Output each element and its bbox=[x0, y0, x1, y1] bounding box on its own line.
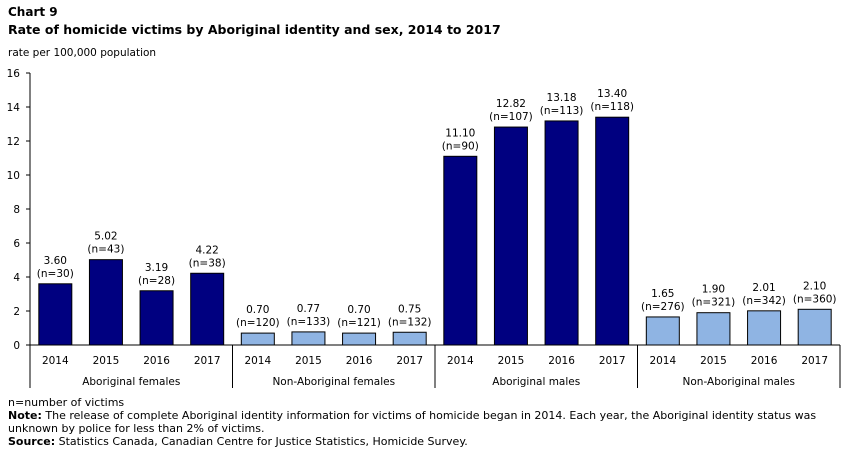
bar-count-label: (n=28) bbox=[138, 275, 175, 287]
chart-number: Chart 9 bbox=[8, 5, 58, 19]
x-tick-label: 2016 bbox=[751, 355, 778, 367]
x-tick-label: 2015 bbox=[700, 355, 727, 367]
y-tick-label: 16 bbox=[7, 68, 21, 80]
bar-value-label: 12.82 bbox=[496, 98, 526, 110]
x-tick-label: 2014 bbox=[447, 355, 474, 367]
x-tick-label: 2016 bbox=[346, 355, 373, 367]
note: Note: The release of complete Aboriginal… bbox=[8, 409, 843, 435]
bar bbox=[291, 331, 326, 346]
y-tick-label: 6 bbox=[13, 238, 20, 250]
bar-value-label: 1.65 bbox=[651, 288, 674, 300]
x-tick-label: 2017 bbox=[194, 355, 221, 367]
bar-count-label: (n=113) bbox=[540, 105, 584, 117]
bar bbox=[240, 332, 275, 346]
y-tick-label: 0 bbox=[13, 340, 20, 352]
y-tick-label: 12 bbox=[7, 136, 20, 148]
x-tick-label: 2014 bbox=[244, 355, 271, 367]
source-label: Source: bbox=[8, 435, 56, 448]
y-tick-label: 2 bbox=[13, 306, 20, 318]
bar bbox=[190, 272, 225, 346]
bar bbox=[544, 120, 579, 346]
x-tick-label: 2017 bbox=[599, 355, 626, 367]
bar bbox=[392, 331, 427, 346]
bar-value-label: 2.10 bbox=[803, 280, 826, 292]
footnotes: n=number of victims Note: The release of… bbox=[8, 396, 843, 448]
bar-value-label: 3.60 bbox=[44, 255, 67, 267]
note-label: Note: bbox=[8, 409, 42, 422]
x-tick-label: 2014 bbox=[649, 355, 676, 367]
bar bbox=[493, 126, 528, 346]
bar-count-label: (n=276) bbox=[641, 301, 685, 313]
x-tick-label: 2015 bbox=[93, 355, 120, 367]
chart-title: Rate of homicide victims by Aboriginal i… bbox=[8, 22, 501, 37]
bar-value-label: 0.70 bbox=[246, 304, 269, 316]
x-tick-label: 2015 bbox=[295, 355, 322, 367]
bar-value-label: 0.75 bbox=[398, 303, 421, 315]
bar bbox=[595, 116, 630, 346]
bar-count-label: (n=121) bbox=[337, 317, 381, 329]
bar bbox=[696, 312, 731, 346]
bar-value-label: 13.18 bbox=[547, 92, 577, 104]
bar bbox=[443, 155, 478, 346]
x-tick-label: 2017 bbox=[396, 355, 423, 367]
bar-count-label: (n=30) bbox=[37, 268, 74, 280]
plot-area: 0 2 4 6 8 10 12 14 16 3.60(n=30) 2014 5.02(n=43) 201… bbox=[7, 68, 841, 388]
bar bbox=[88, 259, 123, 346]
bar-value-label: 5.02 bbox=[94, 231, 117, 243]
bar-count-label: (n=118) bbox=[590, 101, 634, 113]
bar-count-label: (n=43) bbox=[87, 244, 124, 256]
n-definition: n=number of victims bbox=[8, 396, 125, 409]
bar bbox=[342, 332, 377, 346]
group-label: Aboriginal females bbox=[82, 376, 180, 388]
bar-count-label: (n=132) bbox=[388, 316, 432, 328]
bar bbox=[139, 290, 174, 346]
x-tick-label: 2014 bbox=[42, 355, 69, 367]
bar-count-label: (n=120) bbox=[236, 317, 280, 329]
note-text: The release of complete Aboriginal ident… bbox=[8, 409, 817, 435]
bar-value-label: 4.22 bbox=[195, 244, 218, 256]
bar-count-label: (n=133) bbox=[287, 316, 331, 328]
bar-chart: rate per 100,000 population 0 2 4 6 8 10 12 14 1… bbox=[7, 47, 841, 388]
bar-value-label: 3.19 bbox=[145, 262, 168, 274]
source-text: Statistics Canada, Canadian Centre for J… bbox=[55, 435, 468, 448]
y-axis-label: rate per 100,000 population bbox=[8, 47, 156, 59]
group-label: Aboriginal males bbox=[492, 376, 580, 388]
bar-count-label: (n=38) bbox=[189, 257, 226, 269]
bar-value-label: 2.01 bbox=[752, 282, 775, 294]
group-label: Non-Aboriginal females bbox=[272, 376, 395, 388]
bar-count-label: (n=107) bbox=[489, 111, 533, 123]
bar-count-label: (n=360) bbox=[793, 293, 837, 305]
bar-value-label: 0.77 bbox=[297, 303, 320, 315]
bar bbox=[38, 283, 73, 346]
bar-value-label: 13.40 bbox=[597, 88, 627, 100]
x-tick-label: 2017 bbox=[801, 355, 828, 367]
x-tick-label: 2016 bbox=[548, 355, 575, 367]
bar-value-label: 0.70 bbox=[347, 304, 370, 316]
x-tick-label: 2015 bbox=[498, 355, 525, 367]
bar bbox=[645, 316, 680, 346]
group-label: Non-Aboriginal males bbox=[683, 376, 795, 388]
bar-value-label: 1.90 bbox=[702, 284, 725, 296]
bar-count-label: (n=90) bbox=[442, 140, 479, 152]
source: Source: Statistics Canada, Canadian Cent… bbox=[8, 435, 843, 448]
bar bbox=[797, 308, 832, 346]
bar-value-label: 11.10 bbox=[445, 127, 475, 139]
bar-count-label: (n=321) bbox=[692, 297, 736, 309]
x-tick-label: 2016 bbox=[143, 355, 170, 367]
bar bbox=[747, 310, 782, 346]
y-tick-label: 10 bbox=[7, 170, 20, 182]
bar-count-label: (n=342) bbox=[742, 295, 786, 307]
y-tick-label: 14 bbox=[7, 102, 21, 114]
y-tick-label: 4 bbox=[13, 272, 20, 284]
y-tick-label: 8 bbox=[13, 204, 20, 216]
